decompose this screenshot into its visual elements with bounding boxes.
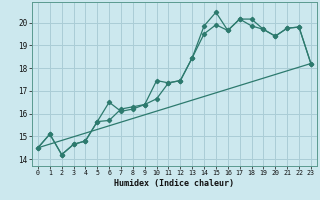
X-axis label: Humidex (Indice chaleur): Humidex (Indice chaleur) (115, 179, 234, 188)
